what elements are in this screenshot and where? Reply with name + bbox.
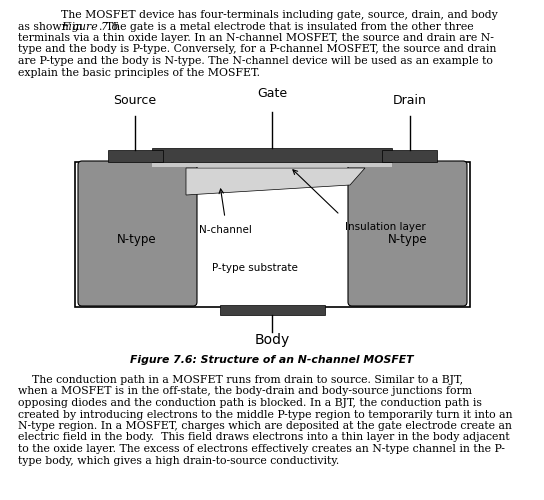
Bar [152, 162, 392, 167]
Text: as shown in: as shown in [18, 22, 86, 32]
Text: terminals via a thin oxide layer. In an N-channel MOSFET, the source and drain a: terminals via a thin oxide layer. In an … [18, 33, 494, 43]
Text: Insulation layer: Insulation layer [345, 222, 426, 232]
Text: Figure 7.6: Structure of an N-channel MOSFET: Figure 7.6: Structure of an N-channel MO… [130, 355, 414, 365]
Text: P-type substrate: P-type substrate [212, 263, 298, 273]
Text: Body: Body [255, 333, 289, 347]
Text: electric field in the body.  This field draws electrons into a thin layer in the: electric field in the body. This field d… [18, 432, 510, 442]
Text: N-channel: N-channel [199, 225, 251, 235]
Text: when a MOSFET is in the off-state, the body-drain and body-source junctions form: when a MOSFET is in the off-state, the b… [18, 386, 472, 396]
Text: type and the body is P-type. Conversely, for a P-channel MOSFET, the source and : type and the body is P-type. Conversely,… [18, 44, 496, 54]
Text: The conduction path in a MOSFET runs from drain to source. Similar to a BJT,: The conduction path in a MOSFET runs fro… [18, 375, 463, 385]
Polygon shape [186, 168, 365, 195]
Text: created by introducing electrons to the middle P-type region to temporarily turn: created by introducing electrons to the … [18, 410, 512, 420]
Text: . The gate is a metal electrode that is insulated from the other three: . The gate is a metal electrode that is … [99, 22, 474, 32]
Bar [382, 150, 437, 162]
FancyBboxPatch shape [78, 161, 197, 306]
Text: N-type region. In a MOSFET, charges which are deposited at the gate electrode cr: N-type region. In a MOSFET, charges whic… [18, 421, 512, 431]
Text: Drain: Drain [393, 94, 427, 107]
Bar [108, 150, 163, 162]
Text: Source: Source [114, 94, 157, 107]
Bar [75, 162, 470, 307]
Text: N-type: N-type [388, 234, 428, 246]
Text: are P-type and the body is N-type. The N-channel device will be used as an examp: are P-type and the body is N-type. The N… [18, 56, 493, 66]
FancyBboxPatch shape [348, 161, 467, 306]
Text: Gate: Gate [257, 87, 287, 100]
Text: to the oxide layer. The excess of electrons effectively creates an N-type channe: to the oxide layer. The excess of electr… [18, 444, 505, 454]
Text: Figure 7.6: Figure 7.6 [61, 22, 119, 32]
Bar [220, 305, 325, 315]
Text: N-type: N-type [117, 234, 157, 246]
Text: The MOSFET device has four-terminals including gate, source, drain, and body: The MOSFET device has four-terminals inc… [47, 10, 497, 20]
Text: explain the basic principles of the MOSFET.: explain the basic principles of the MOSF… [18, 68, 260, 78]
Bar [152, 148, 392, 162]
Text: opposing diodes and the conduction path is blocked. In a BJT, the conduction pat: opposing diodes and the conduction path … [18, 398, 482, 408]
Text: type body, which gives a high drain-to-source conductivity.: type body, which gives a high drain-to-s… [18, 456, 339, 466]
Text: DRAFT: DRAFT [130, 220, 414, 290]
